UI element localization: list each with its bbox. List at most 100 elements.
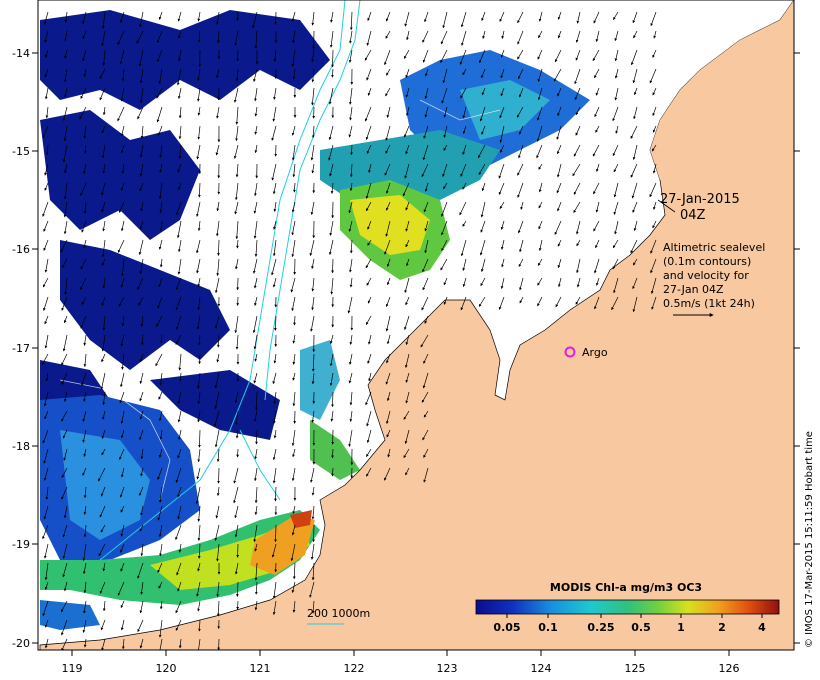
velocity-arrow (479, 239, 486, 256)
colorbar-gradient (475, 599, 780, 615)
velocity-arrow (614, 68, 619, 79)
velocity-arrow (64, 11, 68, 23)
velocity-arrow (101, 258, 106, 266)
velocity-arrow (310, 315, 315, 332)
velocity-arrow (198, 638, 201, 650)
velocity-arrow (385, 220, 391, 237)
lat-tick-label: -15 (12, 145, 30, 158)
velocity-arrow (254, 486, 258, 504)
velocity-arrow (61, 410, 68, 422)
velocity-arrow (159, 258, 163, 268)
velocity-arrow (138, 49, 144, 67)
velocity-arrow (176, 201, 182, 216)
lon-tick: 124 (531, 650, 552, 675)
velocity-arrow (140, 125, 144, 139)
velocity-arrow (499, 11, 505, 22)
velocity-arrow (159, 600, 163, 610)
velocity-arrow (158, 410, 163, 422)
velocity-arrow (117, 106, 125, 122)
velocity-arrow (120, 182, 125, 191)
velocity-arrow (157, 296, 163, 309)
colorbar-title: MODIS Chl-a mg/m3 OC3 (550, 581, 702, 594)
velocity-arrow (42, 201, 49, 217)
velocity-arrow (139, 163, 144, 177)
velocity-arrow (311, 353, 315, 372)
velocity-arrow (576, 258, 581, 274)
velocity-arrow (309, 239, 315, 257)
velocity-arrow (311, 11, 315, 26)
velocity-arrow (61, 296, 68, 311)
lon-tick: 123 (437, 650, 458, 675)
velocity-arrow (537, 296, 543, 307)
velocity-arrow (554, 220, 562, 235)
velocity-arrow (348, 353, 353, 365)
velocity-arrow (62, 429, 68, 439)
velocity-arrow (441, 201, 448, 217)
velocity-arrow (121, 638, 125, 650)
velocity-arrow (235, 68, 239, 82)
velocity-arrow (387, 448, 391, 458)
velocity-arrow (99, 87, 106, 101)
velocity-arrow (368, 163, 372, 173)
velocity-arrow (254, 87, 258, 102)
velocity-arrow (291, 201, 296, 213)
velocity-arrow (517, 68, 524, 80)
velocity-arrow (214, 524, 220, 541)
velocity-arrow (557, 106, 562, 117)
velocity-arrow (594, 296, 600, 310)
velocity-arrow (348, 429, 353, 447)
velocity-arrow (365, 125, 372, 140)
velocity-arrow (311, 68, 315, 83)
velocity-arrow (216, 68, 220, 79)
velocity-arrow (405, 87, 410, 98)
velocity-arrow (477, 144, 486, 159)
velocity-arrow (594, 106, 600, 118)
velocity-arrow (254, 505, 258, 516)
velocity-arrow (311, 296, 315, 311)
velocity-arrow (43, 239, 49, 251)
velocity-arrow (519, 87, 524, 98)
velocity-arrow (462, 182, 467, 190)
argo-label: Argo (582, 346, 608, 359)
velocity-arrow (633, 258, 638, 266)
velocity-arrow (595, 125, 600, 133)
velocity-arrow (330, 277, 334, 295)
velocity-arrow (83, 239, 87, 249)
description-line: Altimetric sealevel (663, 241, 765, 254)
velocity-arrow (349, 391, 353, 406)
velocity-arrow (349, 334, 353, 345)
velocity-arrow (652, 87, 657, 96)
velocity-arrow (120, 144, 125, 154)
velocity-arrow (537, 277, 543, 286)
velocity-arrow (405, 372, 410, 383)
velocity-arrow (215, 277, 220, 294)
velocity-arrow (82, 30, 87, 40)
velocity-arrow (292, 334, 296, 344)
velocity-arrow (139, 410, 144, 420)
velocity-arrow (367, 239, 372, 246)
velocity-arrow (196, 467, 201, 480)
velocity-arrow (158, 277, 163, 288)
velocity-arrow (595, 277, 600, 286)
velocity-arrow (272, 600, 277, 616)
velocity-arrow (404, 163, 410, 179)
velocity-arrow (384, 467, 391, 481)
velocity-arrow (310, 201, 315, 216)
velocity-arrow (272, 106, 277, 122)
velocity-arrow (101, 429, 106, 439)
velocity-arrow (592, 49, 600, 62)
velocity-arrow (234, 315, 239, 334)
velocity-arrow (500, 239, 505, 250)
velocity-arrow (233, 144, 239, 159)
velocity-arrow (60, 600, 68, 613)
velocity-arrow (553, 68, 562, 82)
velocity-arrow (614, 30, 619, 42)
velocity-arrow (272, 448, 277, 461)
velocity-arrow (102, 600, 106, 612)
velocity-arrow (177, 486, 182, 498)
velocity-arrow (384, 49, 391, 66)
velocity-arrow (118, 296, 125, 307)
velocity-arrow (197, 562, 201, 572)
velocity-arrow (386, 106, 391, 118)
velocity-arrow (291, 125, 296, 136)
